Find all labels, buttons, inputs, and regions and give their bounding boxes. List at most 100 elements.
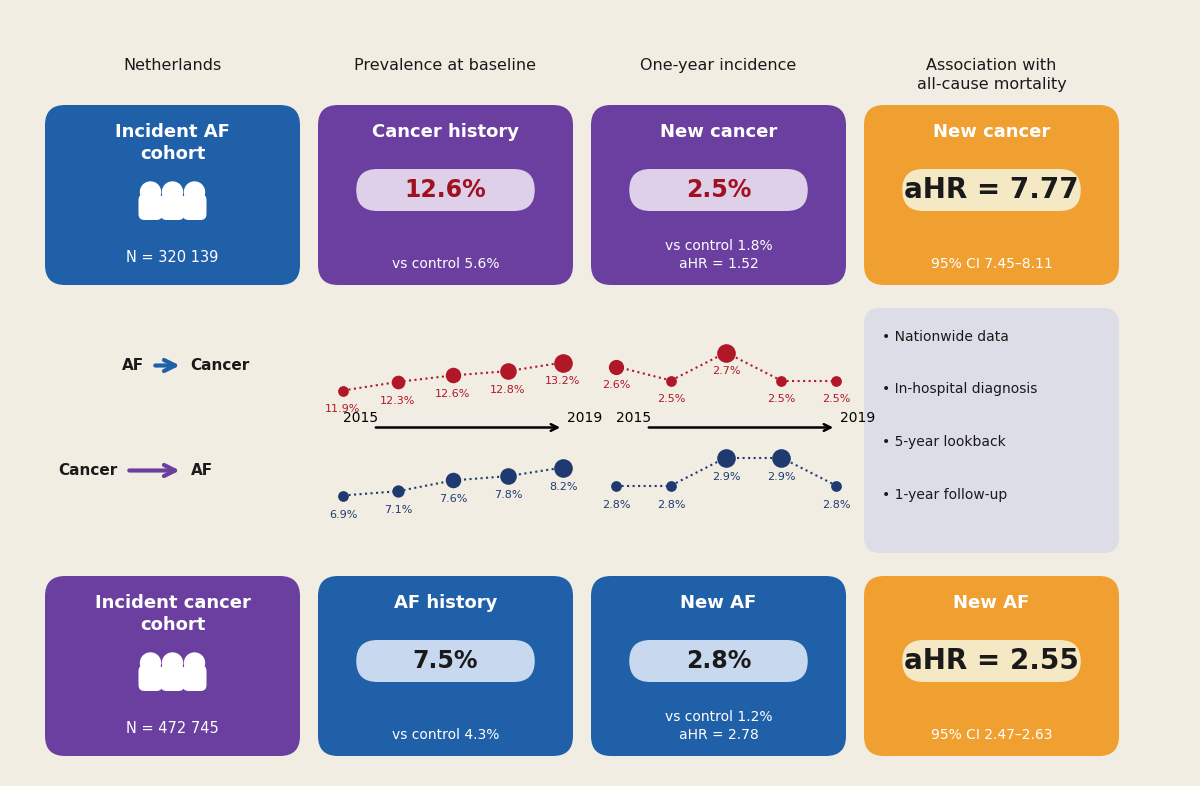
Text: AF history: AF history [394, 594, 497, 612]
Text: 13.2%: 13.2% [545, 376, 581, 387]
FancyBboxPatch shape [161, 194, 185, 220]
Text: 12.6%: 12.6% [404, 178, 486, 202]
Text: 2015: 2015 [343, 410, 378, 424]
Text: 11.9%: 11.9% [325, 405, 361, 414]
Point [498, 470, 517, 483]
Text: 2.7%: 2.7% [712, 366, 740, 376]
Text: New cancer: New cancer [660, 123, 778, 141]
Text: 12.6%: 12.6% [436, 389, 470, 399]
FancyBboxPatch shape [46, 576, 300, 756]
Point [716, 451, 736, 464]
Text: 2.8%: 2.8% [822, 499, 851, 509]
Text: AF: AF [122, 358, 144, 373]
Text: Cancer: Cancer [59, 463, 118, 478]
Circle shape [140, 182, 161, 202]
Text: 95% CI 2.47–2.63: 95% CI 2.47–2.63 [931, 728, 1052, 742]
Text: 2.8%: 2.8% [686, 649, 751, 673]
Text: aHR = 7.77: aHR = 7.77 [904, 176, 1079, 204]
Text: 2015: 2015 [616, 410, 652, 424]
Text: vs control 1.8%
aHR = 1.52: vs control 1.8% aHR = 1.52 [665, 239, 773, 271]
Text: One-year incidence: One-year incidence [641, 58, 797, 73]
Text: vs control 4.3%: vs control 4.3% [392, 728, 499, 742]
Point [661, 374, 680, 387]
Circle shape [140, 653, 161, 673]
Point [827, 374, 846, 387]
Text: 2.6%: 2.6% [602, 380, 630, 391]
Text: Cancer: Cancer [191, 358, 250, 373]
Text: 2.8%: 2.8% [601, 499, 630, 509]
Text: New AF: New AF [680, 594, 757, 612]
Text: aHR = 2.55: aHR = 2.55 [904, 647, 1079, 675]
Point [389, 376, 408, 388]
FancyBboxPatch shape [902, 169, 1081, 211]
Text: AF: AF [191, 463, 212, 478]
Point [772, 374, 791, 387]
Text: 2.8%: 2.8% [656, 499, 685, 509]
FancyBboxPatch shape [138, 194, 162, 220]
Point [553, 356, 572, 369]
Text: 2.5%: 2.5% [656, 395, 685, 405]
FancyBboxPatch shape [629, 169, 808, 211]
FancyBboxPatch shape [138, 665, 162, 691]
FancyBboxPatch shape [46, 105, 300, 285]
Text: New cancer: New cancer [932, 123, 1050, 141]
FancyBboxPatch shape [318, 576, 574, 756]
Text: • In-hospital diagnosis: • In-hospital diagnosis [882, 383, 1037, 396]
Text: 6.9%: 6.9% [329, 509, 358, 520]
Text: 2019: 2019 [568, 410, 602, 424]
Point [606, 479, 625, 492]
Text: 2.9%: 2.9% [712, 472, 740, 482]
FancyBboxPatch shape [592, 576, 846, 756]
FancyBboxPatch shape [356, 169, 535, 211]
Text: Incident AF
cohort: Incident AF cohort [115, 123, 230, 163]
FancyBboxPatch shape [864, 576, 1120, 756]
Point [498, 365, 517, 377]
Circle shape [162, 653, 182, 673]
FancyBboxPatch shape [356, 640, 535, 682]
FancyBboxPatch shape [902, 640, 1081, 682]
Text: 2.5%: 2.5% [686, 178, 751, 202]
Text: Cancer history: Cancer history [372, 123, 520, 141]
Text: Prevalence at baseline: Prevalence at baseline [354, 58, 536, 73]
Text: 2019: 2019 [840, 410, 875, 424]
Text: 7.8%: 7.8% [493, 490, 522, 500]
Point [334, 384, 353, 397]
FancyBboxPatch shape [864, 308, 1120, 553]
Circle shape [162, 182, 182, 202]
Text: Netherlands: Netherlands [124, 58, 222, 73]
Text: vs control 1.2%
aHR = 2.78: vs control 1.2% aHR = 2.78 [665, 710, 773, 742]
Text: 7.5%: 7.5% [413, 649, 479, 673]
FancyBboxPatch shape [864, 105, 1120, 285]
FancyBboxPatch shape [182, 194, 206, 220]
Text: • 1-year follow-up: • 1-year follow-up [882, 487, 1007, 501]
Text: 12.3%: 12.3% [380, 396, 415, 406]
Circle shape [185, 182, 204, 202]
FancyBboxPatch shape [629, 640, 808, 682]
Text: 2.9%: 2.9% [767, 472, 796, 482]
Text: New AF: New AF [953, 594, 1030, 612]
Point [444, 369, 463, 382]
Point [772, 451, 791, 464]
Point [334, 489, 353, 501]
Point [444, 474, 463, 487]
Text: N = 472 745: N = 472 745 [126, 721, 218, 736]
FancyBboxPatch shape [182, 665, 206, 691]
FancyBboxPatch shape [592, 105, 846, 285]
Text: 8.2%: 8.2% [548, 482, 577, 491]
Text: 95% CI 7.45–8.11: 95% CI 7.45–8.11 [931, 257, 1052, 271]
Point [553, 461, 572, 474]
Text: • 5-year lookback: • 5-year lookback [882, 435, 1006, 449]
Point [661, 479, 680, 492]
Text: Incident cancer
cohort: Incident cancer cohort [95, 594, 251, 634]
Point [827, 479, 846, 492]
Text: • Nationwide data: • Nationwide data [882, 330, 1009, 344]
Text: 7.1%: 7.1% [384, 505, 412, 515]
Text: Association with
all-cause mortality: Association with all-cause mortality [917, 58, 1067, 92]
Point [389, 485, 408, 498]
Text: 2.5%: 2.5% [767, 395, 796, 405]
Text: 12.8%: 12.8% [491, 385, 526, 395]
FancyBboxPatch shape [161, 665, 185, 691]
FancyBboxPatch shape [318, 105, 574, 285]
Text: 2.5%: 2.5% [822, 395, 850, 405]
Point [716, 346, 736, 358]
